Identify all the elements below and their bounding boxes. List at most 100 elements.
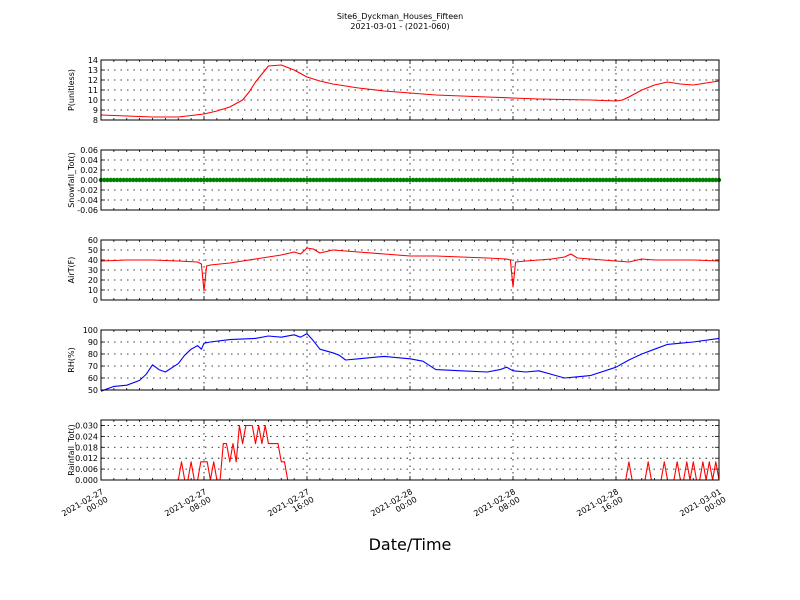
y-tick-label: 70 xyxy=(88,362,98,371)
data-point xyxy=(581,177,587,183)
data-point xyxy=(617,177,622,183)
data-point xyxy=(520,177,525,183)
data-point xyxy=(130,177,136,183)
data-point xyxy=(327,177,332,183)
data-point xyxy=(259,177,265,183)
data-point xyxy=(642,177,648,183)
y-tick-label: 40 xyxy=(88,256,98,265)
data-point xyxy=(517,177,522,183)
data-point xyxy=(147,177,152,183)
data-point xyxy=(555,177,561,183)
data-point xyxy=(514,177,519,183)
data-point xyxy=(404,177,409,183)
data-point xyxy=(275,177,281,183)
data-point xyxy=(250,177,255,183)
data-point xyxy=(697,177,702,183)
data-point xyxy=(665,177,670,183)
data-point xyxy=(539,177,545,183)
data-point xyxy=(497,177,503,183)
data-point xyxy=(485,177,490,183)
data-point xyxy=(662,177,667,183)
y-tick-label: 0.018 xyxy=(75,443,98,452)
data-point xyxy=(401,177,406,183)
data-point xyxy=(127,177,133,183)
data-point xyxy=(211,177,216,183)
y-tick-label: 0.024 xyxy=(75,432,98,441)
data-point xyxy=(340,177,345,183)
data-point xyxy=(288,177,294,183)
data-point xyxy=(559,177,564,183)
data-point xyxy=(565,177,570,183)
data-point xyxy=(143,177,149,183)
chart-title: Site6_Dyckman_Houses_Fifteen xyxy=(337,12,463,21)
series-line xyxy=(100,64,720,118)
data-point xyxy=(571,177,577,183)
data-point xyxy=(359,177,364,183)
data-point xyxy=(542,177,548,183)
y-tick-label: -0.02 xyxy=(77,186,98,195)
data-point xyxy=(620,177,625,183)
data-point xyxy=(192,177,197,183)
y-tick-label: 0.00 xyxy=(80,176,98,185)
data-point xyxy=(633,177,638,183)
data-point xyxy=(388,177,393,183)
data-point xyxy=(233,177,239,183)
data-point xyxy=(674,177,680,183)
data-point xyxy=(391,177,397,183)
data-point xyxy=(533,177,538,183)
y-axis-label: Rainfall_Tot() xyxy=(67,424,76,476)
y-tick-label: 0.02 xyxy=(80,166,98,175)
data-point xyxy=(134,177,139,183)
data-point xyxy=(253,177,258,183)
y-tick-label: 8 xyxy=(93,116,98,125)
data-point xyxy=(459,177,464,183)
data-point xyxy=(105,177,110,183)
data-point xyxy=(182,177,187,183)
data-point xyxy=(137,177,142,183)
data-point xyxy=(398,177,403,183)
data-point xyxy=(150,177,155,183)
data-point xyxy=(639,177,644,183)
data-point xyxy=(652,177,657,183)
data-point xyxy=(588,177,593,183)
data-point xyxy=(658,177,664,183)
y-axis-label: RH(%) xyxy=(67,347,76,372)
data-point xyxy=(140,177,146,183)
data-point xyxy=(179,177,184,183)
data-point xyxy=(385,177,390,183)
data-point xyxy=(205,177,210,183)
data-point xyxy=(707,177,712,183)
chart-subtitle: 2021-03-01 - (2021-060) xyxy=(350,22,449,31)
data-point xyxy=(597,177,603,183)
data-point xyxy=(584,177,590,183)
plot-frame xyxy=(100,239,720,301)
data-point xyxy=(195,177,200,183)
data-point xyxy=(308,177,313,183)
data-point xyxy=(536,177,541,183)
data-point xyxy=(295,177,300,183)
data-point xyxy=(613,177,619,183)
data-point xyxy=(411,177,416,183)
data-point xyxy=(166,177,171,183)
y-tick-label: 50 xyxy=(88,246,98,255)
data-point xyxy=(285,177,290,183)
data-point xyxy=(655,177,661,183)
y-tick-label: 80 xyxy=(88,350,98,359)
data-point xyxy=(330,177,335,183)
y-tick-label: 60 xyxy=(88,374,98,383)
data-point xyxy=(214,177,220,183)
data-point xyxy=(446,177,451,183)
data-point xyxy=(504,177,509,183)
y-tick-label: 60 xyxy=(88,236,98,245)
data-point xyxy=(159,177,165,183)
data-point xyxy=(362,177,368,183)
data-point xyxy=(304,177,310,183)
data-point xyxy=(691,177,696,183)
data-point xyxy=(272,177,278,183)
y-axis-label: P(unitless) xyxy=(67,69,76,111)
